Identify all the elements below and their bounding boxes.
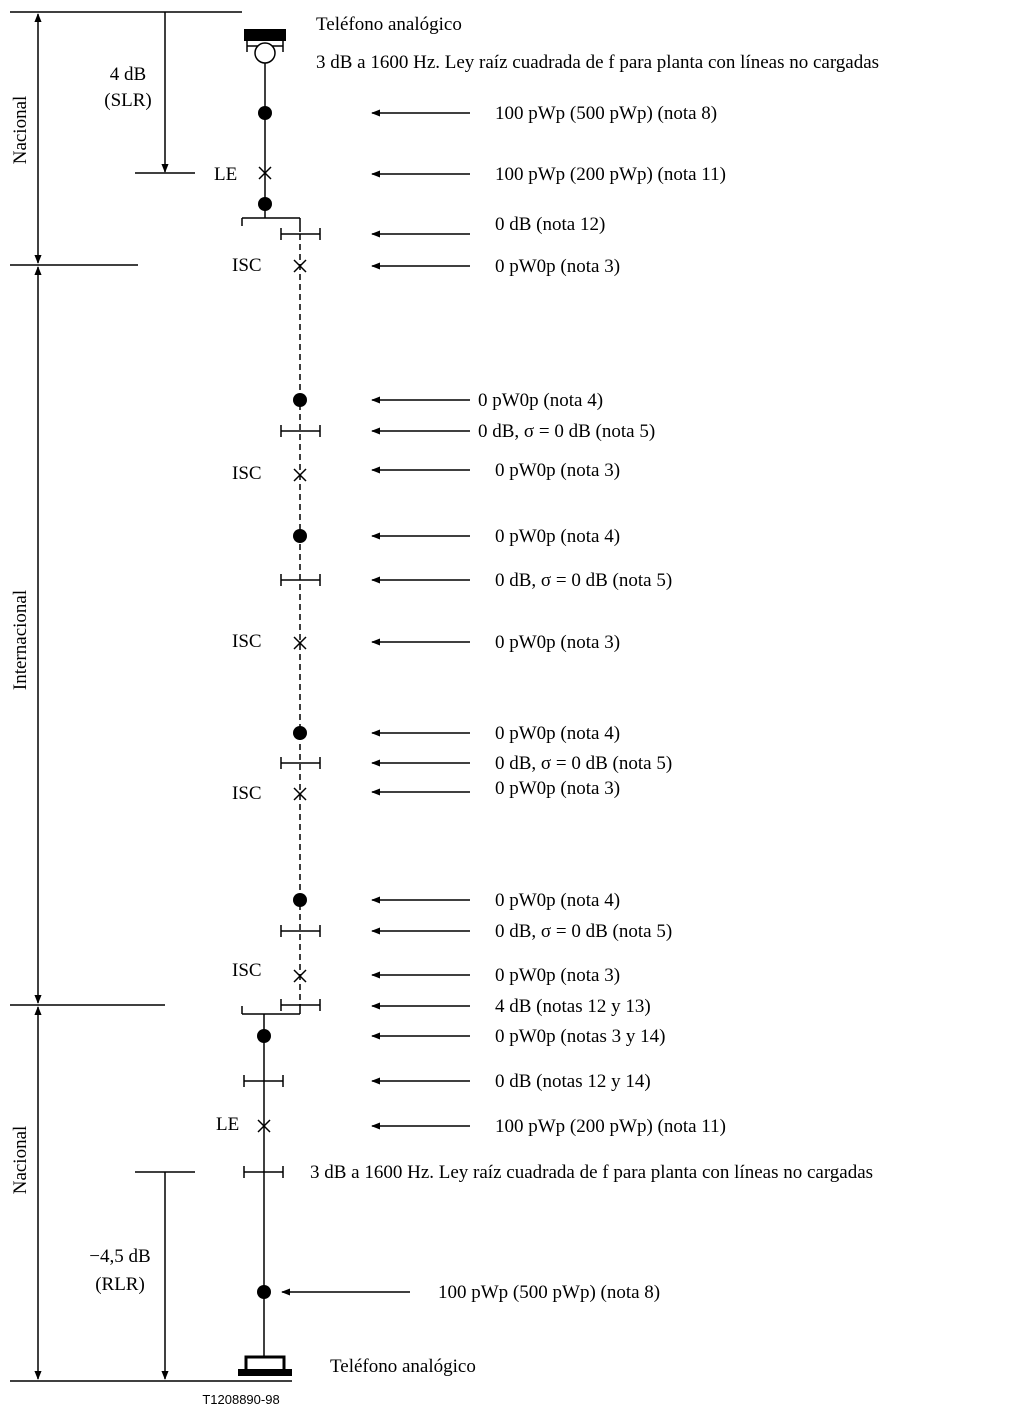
noise-point-bottom-1 [257,1029,271,1043]
section-label-national-bottom: Nacional [10,1126,31,1195]
isc-label-4: ISC [232,783,262,804]
line-loss-top-label: 3 dB a 1600 Hz. Ley raíz cuadrada de f p… [316,52,879,73]
svg-text:0 pW0p (notas 3 y 14): 0 pW0p (notas 3 y 14) [495,1026,665,1047]
pad-icon-bottom-1 [243,1075,284,1087]
svg-text:4 dB (notas 12 y 13): 4 dB (notas 12 y 13) [495,996,651,1017]
svg-text:0 dB, σ = 0 dB (nota 5): 0 dB, σ = 0 dB (nota 5) [478,421,655,442]
rlr-value: −4,5 dB [89,1246,150,1267]
rlr-label: (RLR) [95,1274,145,1295]
isc-label-2: ISC [232,463,262,484]
annotation-11: 0 pW0p (nota 4) [371,723,620,744]
annotation-15: 0 dB, σ = 0 dB (nota 5) [371,921,672,942]
annotation-19: 0 dB (notas 12 y 14) [371,1071,651,1092]
pad-icon-international-2 [280,574,321,586]
svg-text:100 pWp (500 pWp) (nota 8): 100 pWp (500 pWp) (nota 8) [438,1282,660,1303]
annotation-1: 100 pWp (500 pWp) (nota 8) [371,103,717,124]
connector-bracket-bottom [241,1005,301,1015]
isc-switch-4-icon [293,787,307,801]
svg-text:0 dB (nota 12): 0 dB (nota 12) [495,214,605,235]
annotation-14: 0 pW0p (nota 4) [371,890,620,911]
connector-bracket-top [241,217,301,232]
svg-text:0 pW0p (nota 4): 0 pW0p (nota 4) [495,723,620,744]
noise-point-bottom-2 [257,1285,271,1299]
annotation-21: 100 pWp (500 pWp) (nota 8) [281,1282,660,1303]
isc-switch-3-icon [293,636,307,650]
slr-value: 4 dB [110,64,146,85]
noise-point-international-3 [293,726,307,740]
figure-id: T1208890-98 [202,1392,279,1407]
svg-text:0 dB (notas 12 y 14): 0 dB (notas 12 y 14) [495,1071,651,1092]
svg-text:100 pWp (200 pWp) (nota 11): 100 pWp (200 pWp) (nota 11) [495,164,726,185]
svg-text:0 pW0p (nota 4): 0 pW0p (nota 4) [495,526,620,547]
le-switch-top-icon [258,166,272,180]
le-label-bottom: LE [216,1114,239,1135]
svg-text:0 dB, σ = 0 dB (nota 5): 0 dB, σ = 0 dB (nota 5) [495,921,672,942]
telephone-bottom-icon [238,1355,292,1376]
le-label-top: LE [214,164,237,185]
svg-text:100 pWp (500 pWp) (nota 8): 100 pWp (500 pWp) (nota 8) [495,103,717,124]
svg-text:0 pW0p (nota 3): 0 pW0p (nota 3) [495,632,620,653]
svg-text:0 pW0p (nota 4): 0 pW0p (nota 4) [495,890,620,911]
noise-point-international-2 [293,529,307,543]
pad-icon-international-1 [280,425,321,437]
annotation-18: 0 pW0p (notas 3 y 14) [371,1026,665,1047]
le-switch-bottom-icon [257,1119,271,1133]
svg-text:100 pWp (200 pWp) (nota 11): 100 pWp (200 pWp) (nota 11) [495,1116,726,1137]
annotation-20: 100 pWp (200 pWp) (nota 11) [371,1116,726,1137]
slr-label: (SLR) [104,90,152,111]
isc-label-3: ISC [232,631,262,652]
isc-switch-5-icon [293,969,307,983]
svg-text:0 pW0p (nota 3): 0 pW0p (nota 3) [495,965,620,986]
noise-point-top-2 [258,197,272,211]
svg-text:0 dB, σ = 0 dB (nota 5): 0 dB, σ = 0 dB (nota 5) [495,753,672,774]
telephone-top-label: Teléfono analógico [316,14,462,35]
noise-point-top [258,106,272,120]
annotation-4: 0 pW0p (nota 3) [371,256,620,277]
telephone-top-icon [244,29,286,64]
noise-point-international-1 [293,393,307,407]
annotation-16: 0 pW0p (nota 3) [371,965,620,986]
annotation-2: 100 pWp (200 pWp) (nota 11) [371,164,726,185]
pad-icon-international-4 [280,925,321,937]
svg-text:0 pW0p (nota 3): 0 pW0p (nota 3) [495,460,620,481]
isc-switch-1-icon [293,259,307,273]
section-label-national-top: Nacional [10,96,31,165]
pad-icon-bottom-2 [243,1166,284,1178]
isc-switch-2-icon [293,468,307,482]
annotation-8: 0 pW0p (nota 4) [371,526,620,547]
svg-text:0 pW0p (nota 3): 0 pW0p (nota 3) [495,778,620,799]
isc-label-5: ISC [232,960,262,981]
svg-text:0 dB, σ = 0 dB (nota 5): 0 dB, σ = 0 dB (nota 5) [495,570,672,591]
annotation-10: 0 pW0p (nota 3) [371,632,620,653]
annotation-7: 0 pW0p (nota 3) [371,460,620,481]
annotation-3: 0 dB (nota 12) [371,214,605,238]
svg-text:0 pW0p (nota 3): 0 pW0p (nota 3) [495,256,620,277]
annotation-9: 0 dB, σ = 0 dB (nota 5) [371,570,672,591]
noise-point-international-4 [293,893,307,907]
section-label-international: Internacional [10,590,31,690]
annotation-17: 4 dB (notas 12 y 13) [371,996,651,1017]
annotation-13: 0 pW0p (nota 3) [371,778,620,799]
line-loss-bottom-label: 3 dB a 1600 Hz. Ley raíz cuadrada de f p… [310,1162,873,1183]
pad-icon-international-3 [280,757,321,769]
annotation-6: 0 dB, σ = 0 dB (nota 5) [371,421,655,442]
annotation-12: 0 dB, σ = 0 dB (nota 5) [371,753,672,774]
isc-label-1: ISC [232,255,262,276]
annotation-5: 0 pW0p (nota 4) [371,390,603,411]
svg-text:0 pW0p (nota 4): 0 pW0p (nota 4) [478,390,603,411]
telephone-bottom-label: Teléfono analógico [330,1356,476,1377]
